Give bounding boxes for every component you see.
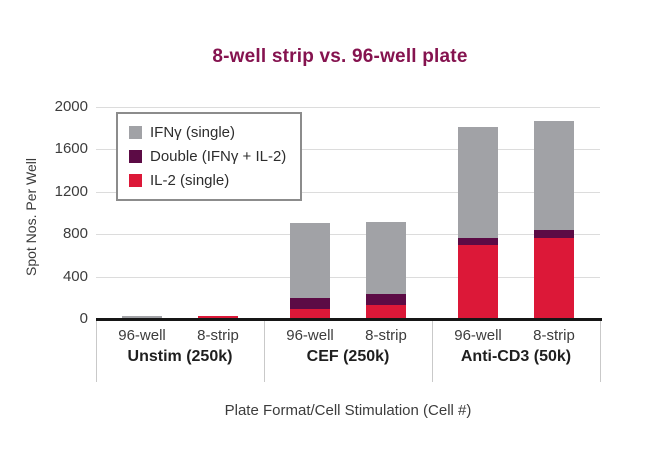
format-label-row: 96-well 8-strip [274,327,422,344]
format-label-row: 96-well 8-strip [442,327,590,344]
legend-label: Double (IFNγ + IL-2) [150,148,287,165]
format-label: 96-well [454,327,502,344]
bar-segment-ifng [122,315,162,319]
group-cell: 96-well 8-strip CEF (250k) [264,327,432,366]
bar-segment-ifng [366,221,406,295]
format-label: 96-well [286,327,334,344]
y-tick-label: 2000 [54,98,88,115]
y-tick-label: 400 [62,267,88,285]
y-tick-label: 0 [79,310,88,327]
bar-segment-il2 [534,238,574,319]
format-label: 96-well [118,327,166,344]
y-tick-label: 1600 [54,140,88,158]
legend-item: IL-2 (single) [129,171,286,190]
gridline [96,234,600,236]
legend-label: IFNγ (single) [150,124,236,141]
stacked-bar [198,315,238,319]
group-cell: 96-well 8-strip Anti-CD3 (50k) [432,327,600,366]
stimulation-group-label: Anti-CD3 (50k) [460,348,572,365]
gridline [96,149,600,151]
group-cell: 96-well 8-strip Unstim (250k) [96,327,264,366]
legend-label: IL-2 (single) [150,172,230,189]
legend-item: IFNγ (single) [129,123,286,142]
format-label: 8-strip [533,327,575,344]
bar-segment-double [458,238,498,245]
bar-group [264,107,432,319]
gridline [96,107,600,108]
gridline [96,191,600,193]
group-divider [96,321,97,382]
y-tick-label: 800 [62,225,88,243]
format-label: 8-strip [365,327,407,344]
x-axis-baseline [96,318,602,321]
group-divider [600,321,601,382]
format-label: 8-strip [197,327,239,344]
stacked-bar [534,120,574,319]
group-divider [264,321,265,382]
stimulation-group-label: Unstim (250k) [127,348,233,365]
bar-segment-ifng [458,127,498,239]
stacked-bar [290,222,330,319]
legend-swatch-ifng [129,126,142,139]
bar-segment-il2 [290,308,330,319]
bar-segment-double [290,298,330,309]
legend-item: Double (IFNγ + IL-2) [129,147,286,166]
bar-segment-ifng [534,120,574,230]
chart-title: 8-well strip vs. 96-well plate [212,46,468,67]
format-label-row: 96-well 8-strip [106,327,254,344]
y-axis-label: Spot Nos. Per Well [23,157,39,277]
bar-segment-double [366,294,406,306]
stacked-bar [366,221,406,319]
gridline [96,276,600,278]
bar-segment-il2 [366,305,406,319]
legend: IFNγ (single) Double (IFNγ + IL-2) IL-2 (s… [116,112,303,201]
stimulation-group-label: CEF (250k) [306,348,390,365]
group-divider [432,321,433,382]
bar-segment-ifng [290,222,330,299]
stacked-bar [458,127,498,319]
stacked-bar [122,315,162,319]
bar-group [96,107,264,319]
legend-swatch-double [129,150,142,163]
x-axis-title: Plate Format/Cell Stimulation (Cell #) [224,402,472,419]
bar-segment-double [534,229,574,239]
bar-segment-il2 [458,244,498,319]
y-tick-label: 1200 [54,182,88,200]
legend-swatch-il2 [129,174,142,187]
bar-group [432,107,600,319]
bar-segment-il2 [198,315,238,319]
